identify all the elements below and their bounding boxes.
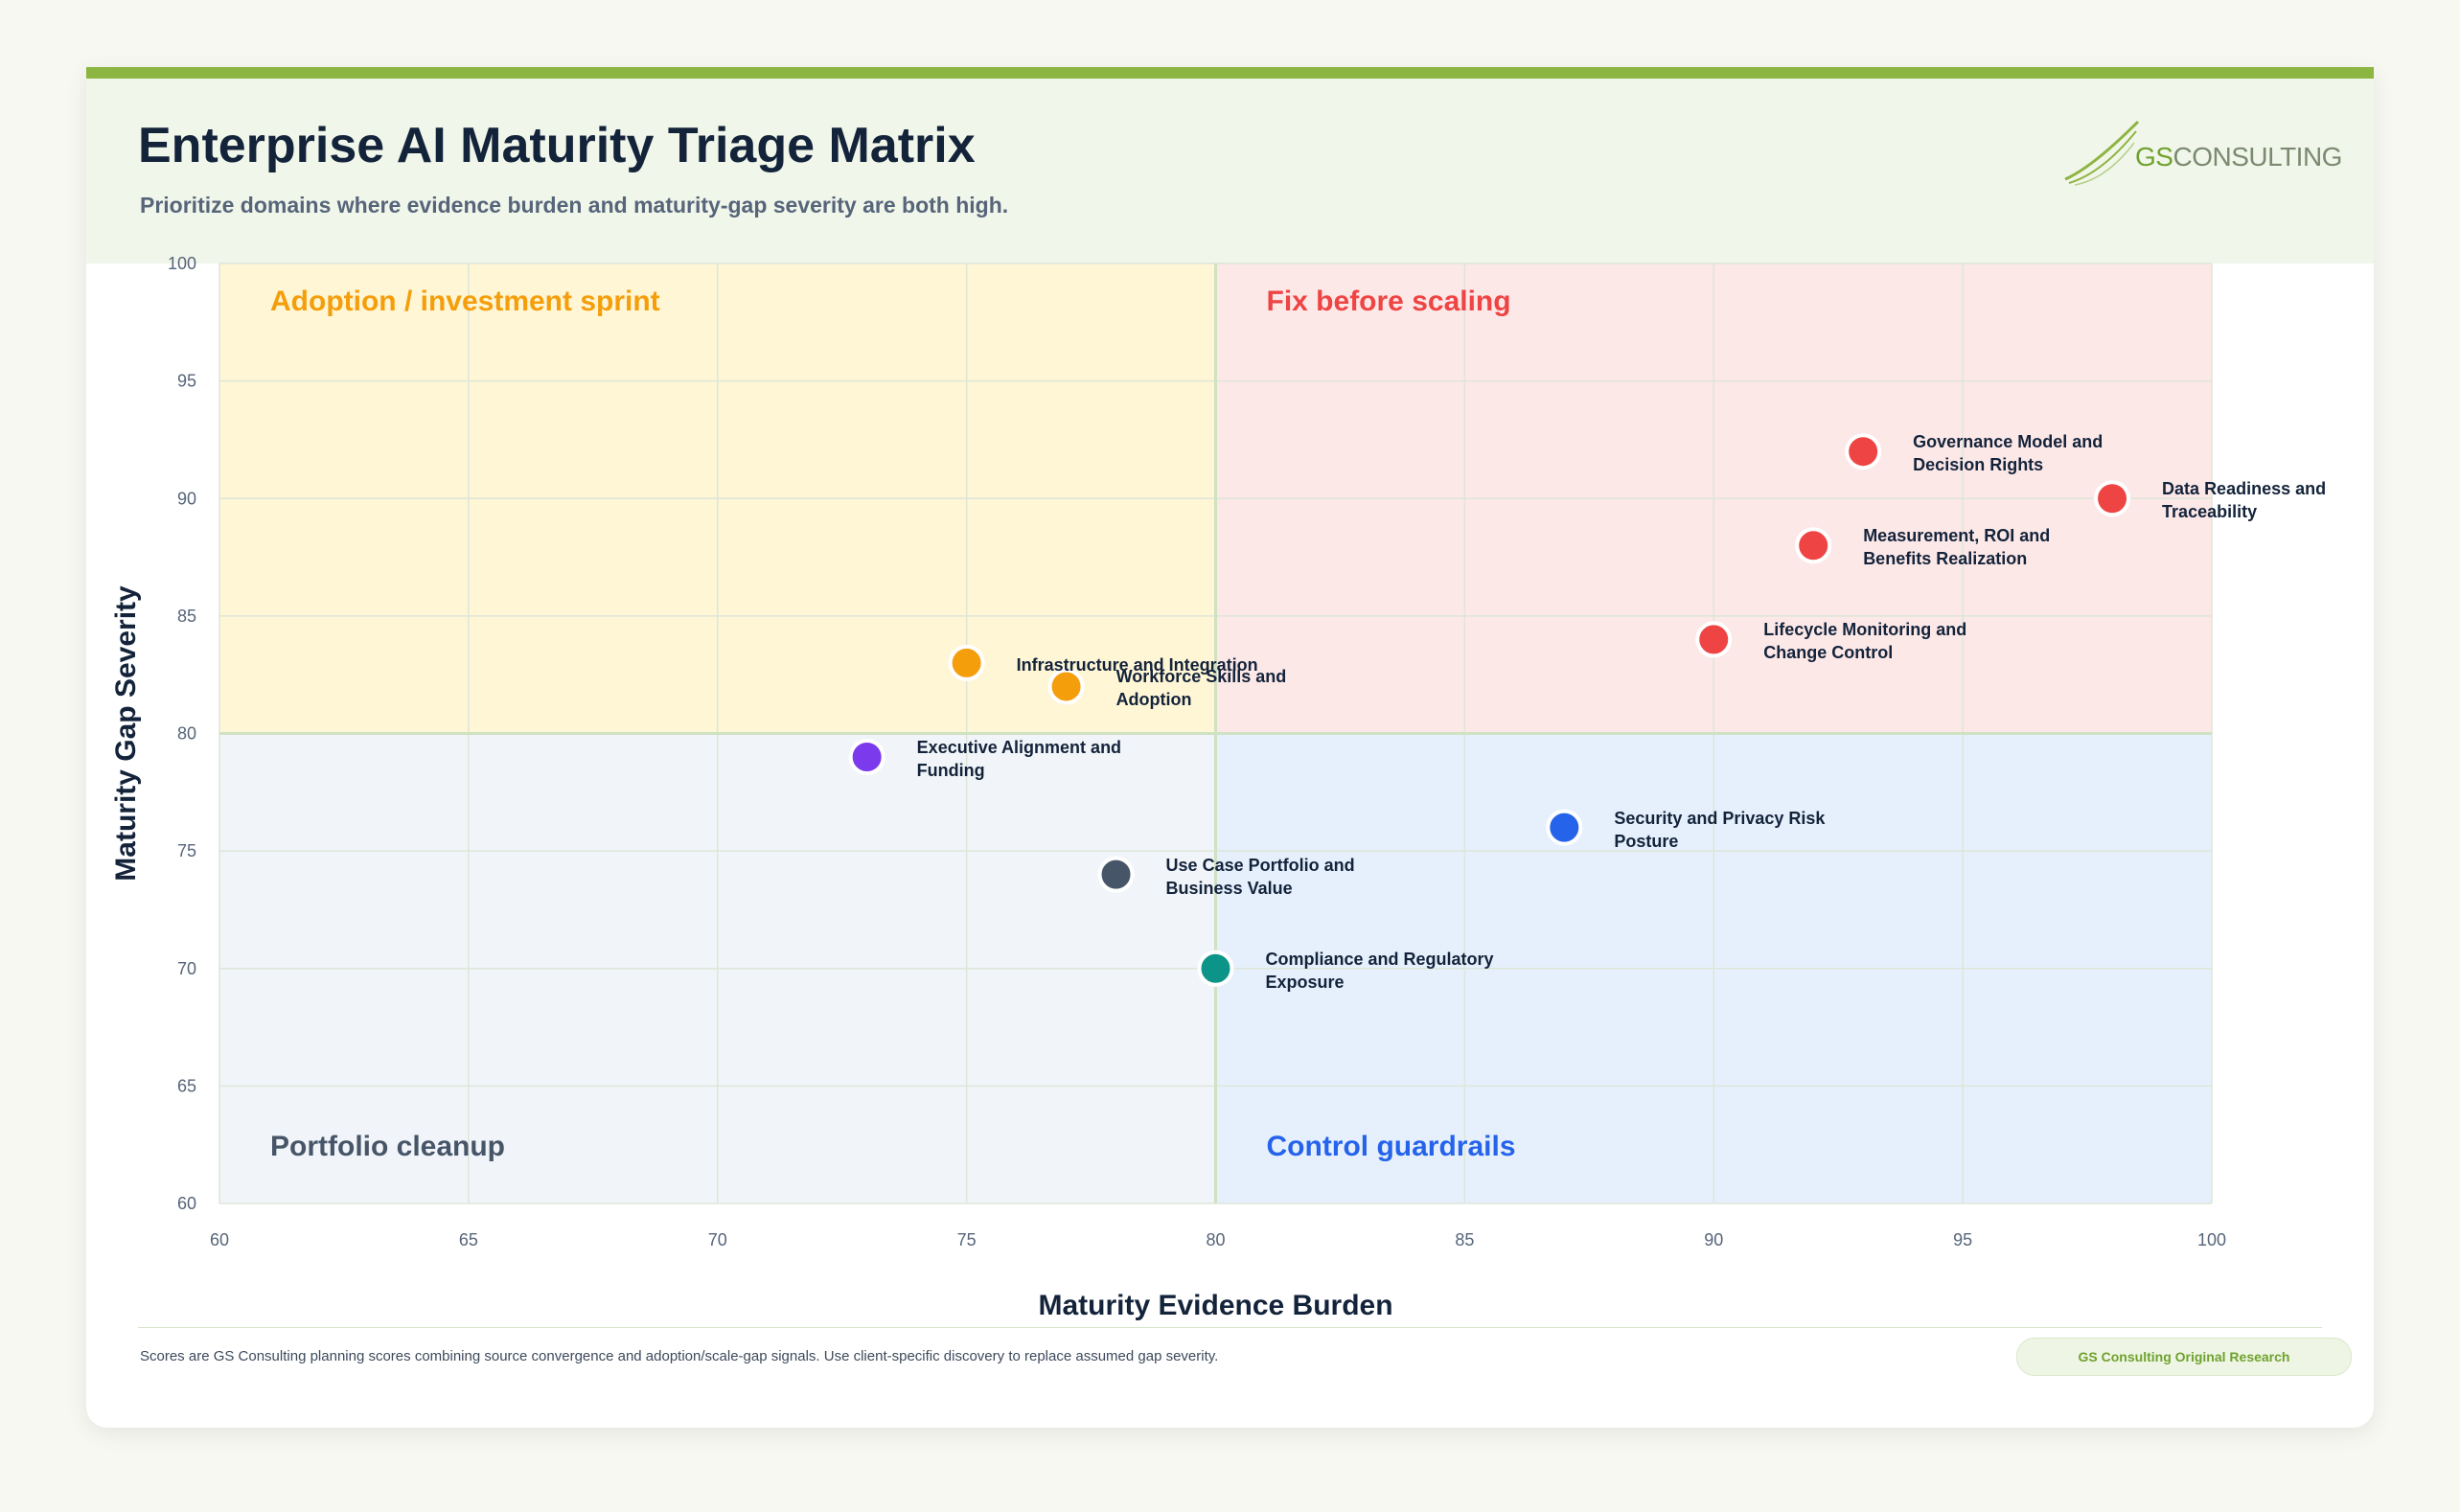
point xyxy=(948,644,985,681)
x-tick-label: 85 xyxy=(1455,1230,1474,1249)
x-tick-label: 100 xyxy=(2197,1230,2226,1249)
quadrant-label: Control guardrails xyxy=(1267,1131,1516,1162)
point-label: Security and Privacy Risk Posture xyxy=(1614,808,1826,851)
y-tick-label: 100 xyxy=(168,254,196,273)
footnote: Scores are GS Consulting planning scores… xyxy=(140,1348,1219,1364)
subtitle: Prioritize domains where evidence burden… xyxy=(140,193,1009,218)
y-tick-label: 80 xyxy=(177,724,196,744)
point-label: Infrastructure and Integration xyxy=(1016,654,1258,675)
point-label: Workforce Skills and Adoption xyxy=(1115,667,1287,710)
point-label: Compliance and Regulatory Exposure xyxy=(1265,949,1494,992)
header xyxy=(86,79,2374,263)
point xyxy=(1845,433,1882,470)
point xyxy=(1546,809,1583,846)
x-tick-label: 80 xyxy=(1206,1230,1225,1249)
y-tick-label: 65 xyxy=(177,1076,196,1095)
x-tick-label: 60 xyxy=(210,1230,229,1249)
quadrant-label: Adoption / investment sprint xyxy=(270,286,660,317)
point xyxy=(1695,621,1733,658)
logo-word: CONSULTING xyxy=(2173,142,2342,172)
point-label: Lifecycle Monitoring and Change Control xyxy=(1763,620,1967,663)
x-tick-label: 75 xyxy=(957,1230,977,1249)
card: 60 65 70 75 80 85 90 95 100 60 65 70 75 80 85 90 95 100 Ad… xyxy=(86,67,2374,1428)
y-tick-label: 85 xyxy=(177,607,196,626)
point xyxy=(1097,856,1135,893)
point-label: Executive Alignment and Funding xyxy=(916,738,1122,781)
logo: GSCONSULTING xyxy=(2063,120,2342,187)
point xyxy=(2094,480,2131,517)
quadrant-label: Portfolio cleanup xyxy=(270,1131,505,1162)
point-label: Measurement, ROI and Benefits Realizatio… xyxy=(1863,526,2051,569)
title: Enterprise AI Maturity Triage Matrix xyxy=(138,118,976,173)
point-label: Use Case Portfolio and Business Value xyxy=(1165,855,1355,898)
y-tick-label: 95 xyxy=(177,372,196,391)
point-label: Governance Model and Decision Rights xyxy=(1913,432,2104,475)
badge: GS Consulting Original Research xyxy=(2016,1338,2352,1376)
x-tick-label: 90 xyxy=(1704,1230,1723,1249)
x-axis-title: Maturity Evidence Burden xyxy=(1038,1290,1392,1321)
top-bar xyxy=(86,67,2374,79)
point xyxy=(848,739,885,776)
y-tick-label: 70 xyxy=(177,959,196,978)
y-tick-label: 75 xyxy=(177,841,196,860)
quadrant-label: Fix before scaling xyxy=(1267,286,1511,317)
chart: 60 65 70 75 80 85 90 95 100 60 65 70 75 80 85 90 95 100 Ad… xyxy=(110,254,2226,1321)
point xyxy=(1795,527,1832,564)
x-tick-label: 95 xyxy=(1953,1230,1972,1249)
y-tick-label: 90 xyxy=(177,489,196,508)
x-tick-label: 65 xyxy=(459,1230,478,1249)
y-axis-title: Maturity Gap Severity xyxy=(110,585,142,882)
point xyxy=(1047,668,1085,705)
point-label: Data Readiness and Traceability xyxy=(2162,479,2327,522)
logo-text: GSCONSULTING xyxy=(2135,142,2342,172)
logo-swoosh xyxy=(2064,120,2140,186)
point xyxy=(1197,950,1234,987)
x-tick-label: 70 xyxy=(708,1230,727,1249)
y-tick-label: 60 xyxy=(177,1194,196,1213)
logo-accent: GS xyxy=(2135,142,2173,172)
footer-rule xyxy=(138,1327,2322,1328)
